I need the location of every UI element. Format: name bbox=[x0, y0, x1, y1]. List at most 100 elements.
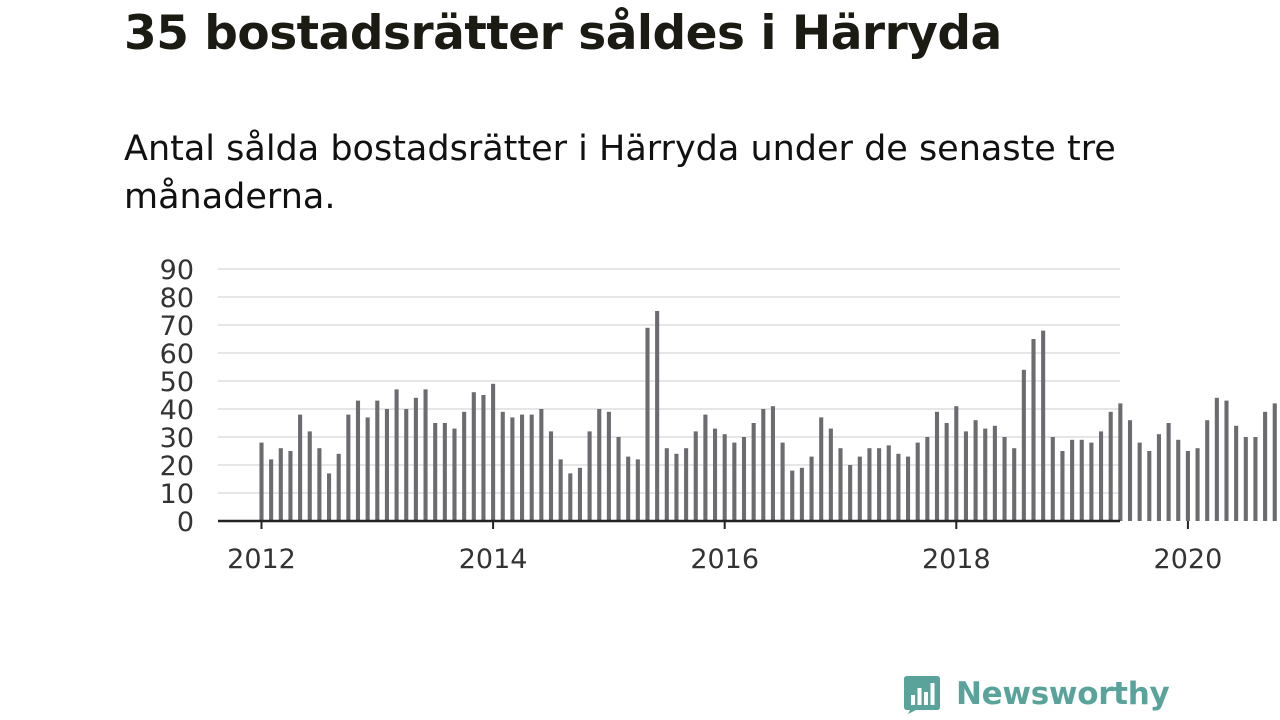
bar bbox=[828, 428, 833, 521]
bar bbox=[992, 425, 997, 521]
bar bbox=[1214, 397, 1219, 521]
bar bbox=[462, 411, 467, 521]
bar bbox=[452, 428, 457, 521]
bar bbox=[1099, 431, 1104, 521]
bar bbox=[1263, 411, 1268, 521]
brand-logo[interactable]: Newsworthy bbox=[902, 670, 1170, 718]
bar bbox=[442, 423, 447, 521]
bar bbox=[587, 431, 592, 521]
bar bbox=[848, 465, 853, 521]
bar bbox=[500, 411, 505, 521]
bar bbox=[877, 448, 882, 521]
chart-title: 35 bostadsrätter såldes i Härryda bbox=[124, 6, 1002, 61]
x-tick-label: 2012 bbox=[227, 544, 296, 575]
bar bbox=[1234, 425, 1239, 521]
bar bbox=[626, 456, 631, 521]
bar bbox=[732, 442, 737, 521]
newsworthy-logo-icon bbox=[904, 676, 940, 714]
bar bbox=[867, 448, 872, 521]
bar bbox=[713, 428, 718, 521]
bar bbox=[433, 423, 438, 521]
bar bbox=[1127, 420, 1133, 521]
bar bbox=[1147, 451, 1152, 521]
x-tick-label: 2016 bbox=[690, 544, 759, 575]
bar bbox=[1050, 437, 1055, 521]
bar bbox=[568, 473, 573, 521]
y-tick-label: 40 bbox=[160, 395, 194, 426]
bar bbox=[983, 428, 988, 521]
y-tick-label: 90 bbox=[160, 255, 194, 286]
bar bbox=[1031, 339, 1036, 521]
y-tick-label: 0 bbox=[177, 507, 194, 538]
y-tick-label: 20 bbox=[160, 451, 194, 482]
bar bbox=[1060, 451, 1065, 521]
bar bbox=[915, 442, 920, 521]
bar bbox=[741, 437, 747, 521]
bar bbox=[1176, 439, 1181, 521]
chart-subtitle: Antal sålda bostadsrätter i Härryda unde… bbox=[124, 129, 1116, 217]
bar bbox=[1137, 442, 1142, 521]
x-tick-label: 2014 bbox=[459, 544, 528, 575]
bar bbox=[963, 431, 968, 521]
bar bbox=[278, 448, 283, 521]
bar bbox=[751, 423, 756, 521]
bar bbox=[954, 406, 959, 521]
bar bbox=[606, 411, 611, 521]
bar bbox=[471, 392, 476, 521]
bar bbox=[1012, 448, 1017, 521]
bar bbox=[1070, 439, 1075, 521]
bar bbox=[1156, 434, 1161, 521]
bar bbox=[1079, 439, 1084, 521]
bar bbox=[577, 467, 582, 521]
bar bbox=[770, 406, 775, 521]
bar bbox=[799, 467, 804, 521]
bar bbox=[307, 431, 312, 521]
bar bbox=[906, 456, 911, 521]
bar bbox=[857, 456, 862, 521]
bar bbox=[404, 409, 409, 521]
bar bbox=[838, 448, 843, 521]
bar bbox=[394, 389, 399, 521]
bar bbox=[558, 459, 563, 521]
bar bbox=[780, 442, 785, 521]
bar bbox=[674, 453, 679, 521]
bar bbox=[539, 409, 544, 521]
y-tick-label: 30 bbox=[160, 423, 194, 454]
x-tick-label: 2020 bbox=[1154, 544, 1223, 575]
bar bbox=[1041, 330, 1046, 521]
bar bbox=[548, 431, 554, 521]
bar bbox=[491, 383, 496, 521]
y-tick-label: 70 bbox=[160, 311, 194, 342]
bar bbox=[269, 459, 274, 521]
bar bbox=[529, 414, 534, 521]
bar bbox=[925, 437, 930, 521]
bar bbox=[481, 395, 486, 521]
bar bbox=[819, 417, 824, 521]
bar bbox=[317, 448, 322, 521]
x-tick-label: 2018 bbox=[922, 544, 991, 575]
bar bbox=[664, 448, 669, 521]
bar bbox=[693, 431, 698, 521]
bar bbox=[934, 411, 940, 521]
bar bbox=[510, 417, 515, 521]
bar bbox=[413, 397, 418, 521]
bar bbox=[973, 420, 978, 521]
bar bbox=[1002, 437, 1007, 521]
bar bbox=[1166, 423, 1171, 521]
bar bbox=[1272, 403, 1277, 521]
bar bbox=[703, 414, 708, 521]
bar bbox=[423, 389, 428, 521]
bar bbox=[259, 442, 264, 521]
bar bbox=[722, 434, 727, 521]
bar bbox=[384, 409, 389, 521]
bar bbox=[597, 409, 602, 521]
bar bbox=[1253, 437, 1258, 521]
bar bbox=[1021, 369, 1026, 521]
bar bbox=[375, 400, 380, 521]
bar bbox=[645, 327, 650, 521]
bar bbox=[616, 437, 621, 521]
bar bbox=[355, 400, 361, 521]
bar bbox=[886, 445, 891, 521]
bar bbox=[1205, 420, 1210, 521]
